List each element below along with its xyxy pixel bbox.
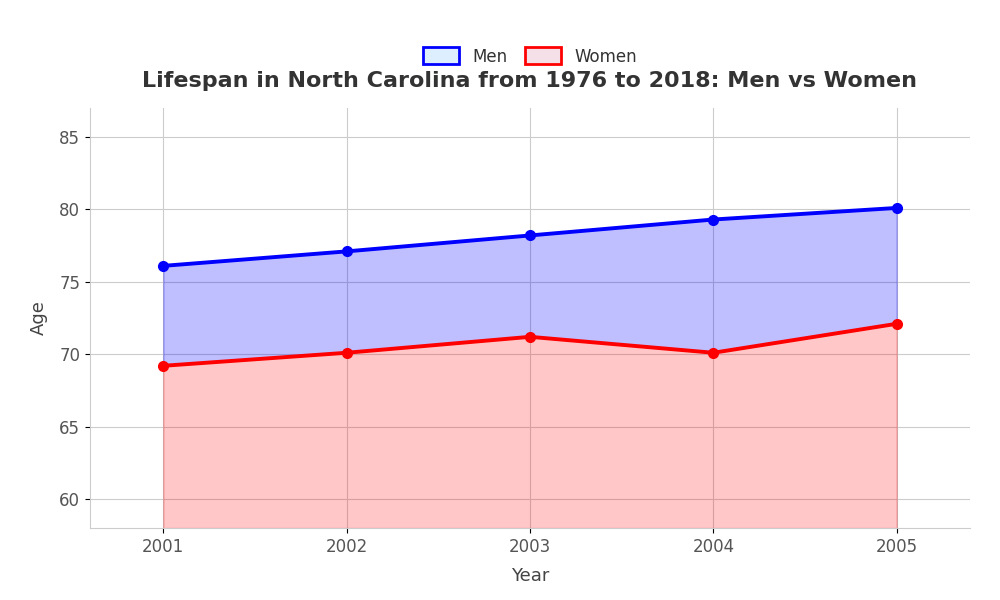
Women — [341, 349, 353, 356]
Women — [707, 349, 719, 356]
Men — [891, 205, 903, 212]
Men — [341, 248, 353, 255]
Line: Women: Women — [158, 319, 902, 371]
Women — [891, 320, 903, 328]
Men — [157, 262, 169, 269]
Legend: Men, Women: Men, Women — [416, 41, 644, 72]
X-axis label: Year: Year — [511, 567, 549, 585]
Women — [157, 362, 169, 370]
Title: Lifespan in North Carolina from 1976 to 2018: Men vs Women: Lifespan in North Carolina from 1976 to … — [143, 71, 918, 91]
Women — [524, 333, 536, 340]
Men — [524, 232, 536, 239]
Line: Men: Men — [158, 203, 902, 271]
Men — [707, 216, 719, 223]
Y-axis label: Age: Age — [30, 301, 48, 335]
